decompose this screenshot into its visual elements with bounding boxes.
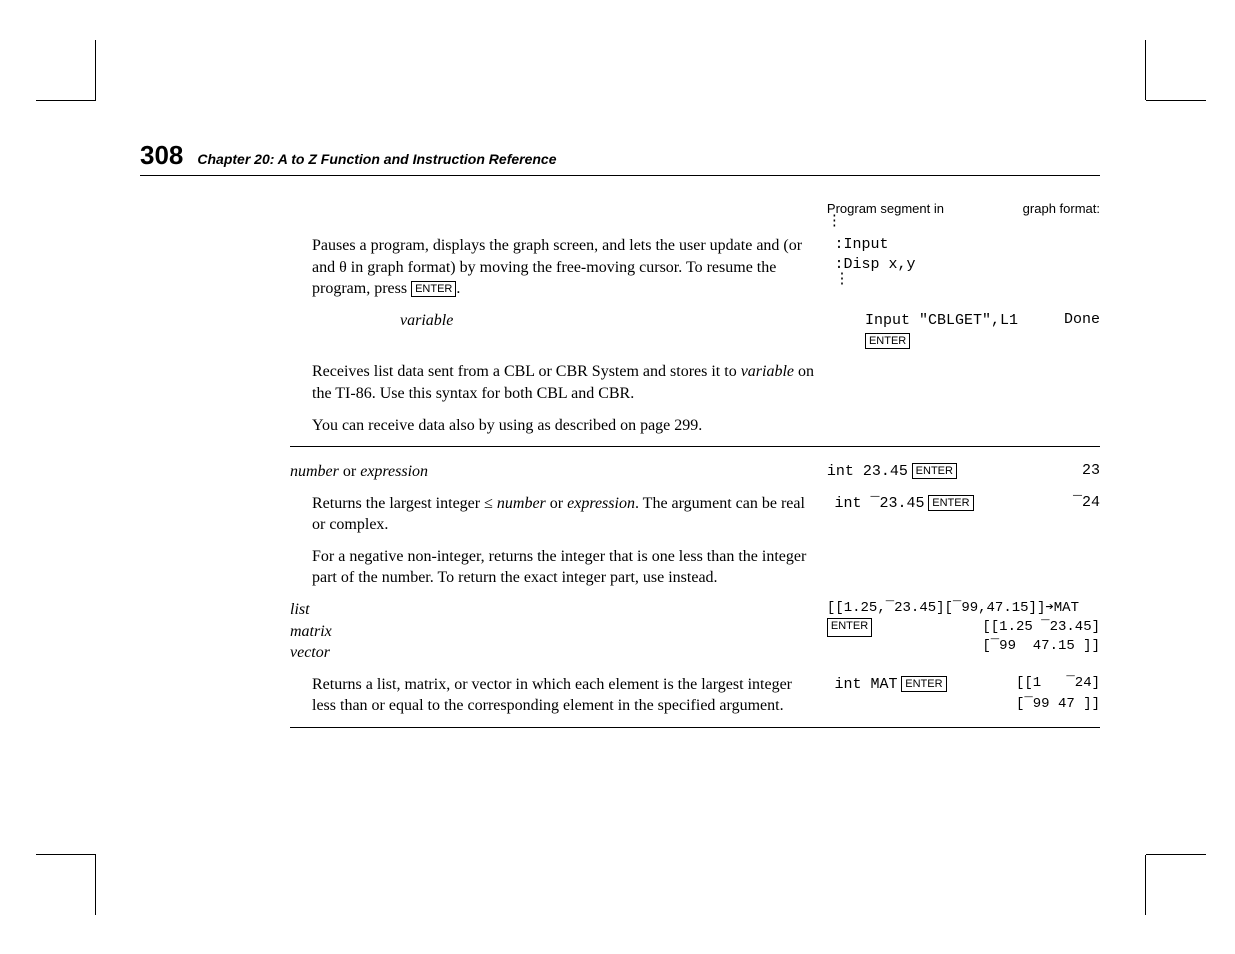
syntax-variable: variable <box>290 310 865 332</box>
label-left: Program segment in <box>827 200 944 218</box>
label-right: graph format: <box>1023 200 1100 218</box>
para-pauses: Pauses a program, displays the graph scr… <box>290 235 835 300</box>
para-receive: You can receive data also by using as de… <box>290 415 835 437</box>
crop-mark <box>36 100 96 101</box>
vdots-icon: ⋮ <box>827 218 1100 226</box>
example-line: int ‾23.45 ENTER ‾24 <box>835 493 1100 514</box>
crop-mark <box>1146 854 1206 855</box>
enter-key-icon: ENTER <box>912 463 957 479</box>
code-text: int ‾23.45 <box>835 495 925 512</box>
crop-mark <box>1145 855 1146 915</box>
enter-key-icon: ENTER <box>827 618 872 637</box>
content-area: Program segment in graph format: ⋮ Pause… <box>290 200 1100 728</box>
chapter-title: Chapter 20: A to Z Function and Instruct… <box>197 151 556 167</box>
result-text: [‾99 47 ]] <box>835 695 1100 714</box>
syntax-lmv: list matrix vector <box>290 599 827 664</box>
result-text: 23 <box>1082 461 1100 482</box>
para-returns-lmv: Returns a list, matrix, or vector in whi… <box>290 674 835 717</box>
page-number: 308 <box>140 140 183 171</box>
code-text: int MAT <box>835 676 898 693</box>
running-header: 308 Chapter 20: A to Z Function and Inst… <box>140 140 1100 176</box>
crop-mark <box>95 855 96 915</box>
example-block: int MAT ENTER [[1 ‾24] [‾99 47 ]] <box>835 674 1100 714</box>
code-text: Input "CBLGET",L1 <box>865 312 1018 329</box>
result-text: Done <box>1064 310 1100 352</box>
code-block: :Input :Disp x,y ⋮ <box>835 235 1100 283</box>
crop-mark <box>1146 100 1206 101</box>
code-line: :Disp x,y <box>835 255 1100 275</box>
enter-key-icon: ENTER <box>865 333 910 349</box>
result-text: [[1.25 ‾23.45] <box>982 618 1100 637</box>
code-text: [[1.25,‾23.45][‾99,47.15]]➔MAT <box>827 599 1100 618</box>
crop-mark <box>1145 40 1146 100</box>
crop-mark <box>95 40 96 100</box>
example-line: int 23.45 ENTER 23 <box>827 461 1100 482</box>
enter-key-icon: ENTER <box>411 281 456 297</box>
enter-key-icon: ENTER <box>928 495 973 511</box>
example-block: [[1.25,‾23.45][‾99,47.15]]➔MAT ENTER [[1… <box>827 599 1100 656</box>
result-text: [[1 ‾24] <box>1016 674 1100 695</box>
vdots-icon: ⋮ <box>835 276 1100 284</box>
code-header: Program segment in graph format: <box>827 200 1100 218</box>
enter-key-icon: ENTER <box>901 676 946 692</box>
result-text: ‾24 <box>1073 493 1100 514</box>
para-cbl: Receives list data sent from a CBL or CB… <box>290 361 835 404</box>
para-largest-int: Returns the largest integer ≤ number or … <box>290 493 835 536</box>
code-line: :Input <box>835 235 1100 255</box>
divider <box>290 727 1100 728</box>
result-text: [‾99 47.15 ]] <box>827 637 1100 656</box>
page-body: 308 Chapter 20: A to Z Function and Inst… <box>140 140 1100 742</box>
code-text: int 23.45 <box>827 463 908 480</box>
divider <box>290 446 1100 447</box>
syntax-int: number or expression <box>290 461 827 483</box>
example-line: Input "CBLGET",L1 ENTER Done <box>865 310 1100 352</box>
crop-mark <box>36 854 96 855</box>
para-negative: For a negative non-integer, returns the … <box>290 546 835 589</box>
